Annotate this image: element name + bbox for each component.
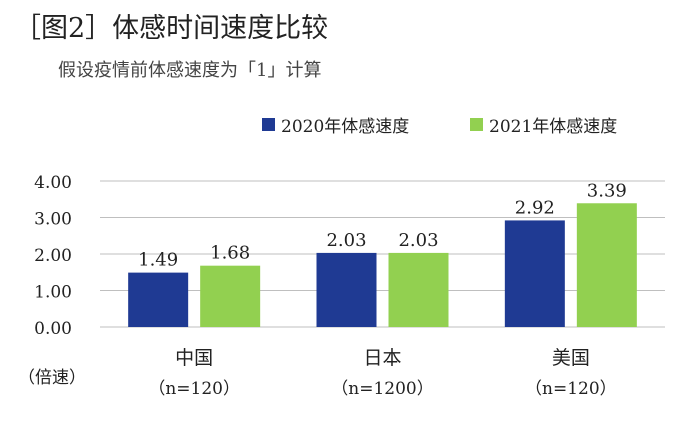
bar-2021-1	[388, 252, 449, 327]
y-unit-label: （倍速）	[18, 368, 86, 388]
y-tick-label-0: 0.00	[34, 319, 72, 339]
legend-swatch-2020	[262, 118, 275, 131]
bar-2020-1	[316, 252, 377, 327]
chart-subtitle: 假设疫情前体感速度为「1」计算	[58, 60, 322, 81]
legend-label-2020: 2020年体感速度	[281, 117, 410, 137]
category-note-0: （n=120）	[148, 379, 240, 399]
category-label-2: 美国	[552, 347, 590, 369]
bar-2020-0	[128, 272, 189, 327]
y-tick-label-1: 1.00	[34, 283, 72, 303]
bar-2021-0	[200, 265, 261, 327]
category-label-1: 日本	[363, 347, 401, 369]
category-note-2: （n=120）	[525, 379, 617, 399]
y-axis-ticks: 0.00 1.00 2.00 3.00 4.00	[34, 173, 72, 339]
data-label-2021-1: 2.03	[398, 230, 438, 251]
legend-item-2020: 2020年体感速度	[262, 112, 409, 137]
data-labels: 1.49 1.68 2.03 2.03 2.92 3.39	[138, 180, 627, 270]
legend-swatch-2021	[470, 118, 483, 131]
bar-2021-2	[576, 203, 637, 327]
category-note-1: （n=1200）	[331, 379, 433, 399]
data-label-2021-0: 1.68	[210, 243, 250, 264]
data-label-2020-2: 2.92	[515, 197, 555, 218]
y-tick-label-4: 4.00	[34, 173, 72, 193]
y-tick-label-3: 3.00	[34, 210, 72, 230]
data-label-2021-2: 3.39	[587, 180, 627, 201]
data-label-2020-1: 2.03	[326, 230, 366, 251]
category-label-0: 中国	[175, 347, 213, 369]
bar-2020-2	[504, 220, 565, 327]
legend-label-2021: 2021年体感速度	[489, 117, 618, 137]
chart-title: ［图2］体感时间速度比较	[14, 13, 329, 44]
data-label-2020-0: 1.49	[138, 250, 178, 271]
grid-lines	[100, 180, 665, 328]
bars	[128, 203, 637, 327]
category-labels: 中国 （n=120） 日本 （n=1200） 美国 （n=120）	[148, 347, 616, 399]
legend-item-2021: 2021年体感速度	[470, 112, 617, 137]
y-tick-label-2: 2.00	[34, 246, 72, 266]
